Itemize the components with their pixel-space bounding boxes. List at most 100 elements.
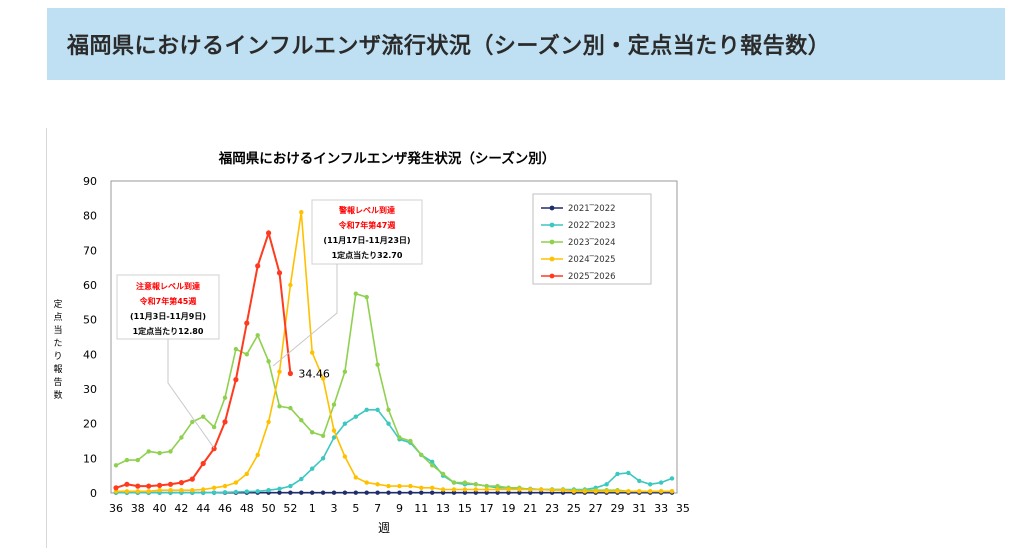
data-point <box>244 320 250 326</box>
annotation-advisory-line: 令和7年第45週 <box>139 296 197 306</box>
data-point <box>408 490 413 495</box>
data-point <box>266 230 272 236</box>
data-point <box>320 456 326 461</box>
data-point <box>397 483 402 489</box>
y-tick-label: 80 <box>83 210 97 223</box>
chart-container: 福岡県におけるインフルエンザ発生状況（シーズン別） 定点当たり報告数 0 10 20… <box>46 128 690 548</box>
y-tick-label: 90 <box>83 175 97 188</box>
data-point <box>364 407 369 412</box>
y-axis-label-char: 数 <box>53 389 62 401</box>
data-point <box>201 414 206 419</box>
x-tick-label: 11 <box>414 502 428 515</box>
x-tick-label: 9 <box>396 502 403 515</box>
data-point <box>658 489 664 494</box>
y-tick-label: 30 <box>83 383 97 396</box>
data-point <box>299 210 304 215</box>
data-point <box>419 485 424 490</box>
y-tick-label: 20 <box>83 418 97 431</box>
data-point <box>353 490 358 495</box>
data-point <box>484 490 489 495</box>
data-point <box>331 435 337 440</box>
data-point <box>462 490 468 495</box>
data-point <box>233 377 239 383</box>
data-point <box>179 435 184 440</box>
data-point <box>451 490 457 495</box>
data-point <box>342 454 348 459</box>
data-point <box>255 489 260 494</box>
x-tick-label: 40 <box>153 502 167 515</box>
data-point <box>353 414 358 419</box>
data-point <box>277 486 282 491</box>
data-point <box>571 489 577 494</box>
data-point <box>113 463 119 468</box>
chart-title: 福岡県におけるインフルエンザ発生状況（シーズン別） <box>218 150 555 167</box>
data-point <box>222 490 228 495</box>
data-point <box>451 487 457 492</box>
data-point <box>495 487 500 492</box>
legend-swatch-marker <box>549 239 555 245</box>
data-point <box>320 433 326 438</box>
y-axis-label-char: 報 <box>53 364 62 375</box>
y-tick-label: 0 <box>90 487 97 500</box>
data-point <box>517 487 522 492</box>
data-point <box>506 490 511 495</box>
data-point <box>168 449 173 454</box>
data-point <box>375 482 380 487</box>
annotation-advisory-line: 1定点当たり12.80 <box>133 326 204 336</box>
y-tick-label: 60 <box>83 279 97 292</box>
data-point <box>287 370 293 377</box>
data-point <box>299 476 304 482</box>
data-point <box>201 490 206 495</box>
data-point <box>342 490 348 495</box>
data-point <box>135 483 141 489</box>
x-tick-label: 33 <box>654 502 668 515</box>
data-point <box>440 471 446 477</box>
legend-swatch-marker <box>549 256 555 262</box>
data-point <box>462 480 468 485</box>
data-point <box>397 490 402 495</box>
data-point <box>473 487 478 492</box>
data-point <box>539 490 544 495</box>
data-point <box>419 452 424 458</box>
data-point <box>124 457 130 463</box>
data-point <box>375 362 380 367</box>
data-point <box>430 463 435 468</box>
data-point <box>648 482 653 487</box>
data-point <box>604 482 609 487</box>
data-point <box>310 490 315 495</box>
page-header-banner: 福岡県におけるインフルエンザ流行状況（シーズン別・定点当たり報告数） <box>47 8 1005 80</box>
y-axis-label-char: り <box>53 351 62 362</box>
y-tick-label: 50 <box>83 314 97 327</box>
line-chart: 福岡県におけるインフルエンザ発生状況（シーズン別） 定点当たり報告数 0 10 20… <box>53 150 689 535</box>
annotation-box-advisory <box>116 274 220 340</box>
data-point <box>626 470 631 476</box>
data-point <box>462 487 468 492</box>
x-tick-label: 21 <box>523 502 537 515</box>
data-point <box>593 489 598 494</box>
legend-swatch-marker <box>549 222 555 228</box>
data-point <box>244 471 249 477</box>
series-3 <box>113 210 675 494</box>
data-point <box>277 404 282 409</box>
data-point <box>637 478 642 484</box>
data-point <box>157 488 162 493</box>
data-point <box>190 419 195 425</box>
series-4 <box>113 229 293 491</box>
annotation-box-warning <box>311 199 423 265</box>
y-axis-label-char: 告 <box>53 376 62 388</box>
data-point <box>211 446 217 452</box>
x-tick-label: 19 <box>501 502 515 515</box>
x-tick-label: 52 <box>283 502 297 515</box>
x-tick-label: 29 <box>610 502 624 515</box>
data-point <box>473 482 478 487</box>
data-point <box>648 489 653 494</box>
x-tick-label: 23 <box>545 502 559 515</box>
data-point <box>386 483 391 489</box>
legend-swatch-marker <box>549 205 555 211</box>
y-axis-label-char: 点 <box>53 312 62 323</box>
x-tick-label: 31 <box>632 502 646 515</box>
data-point <box>266 488 271 493</box>
data-point <box>255 452 260 458</box>
data-point <box>615 489 620 494</box>
